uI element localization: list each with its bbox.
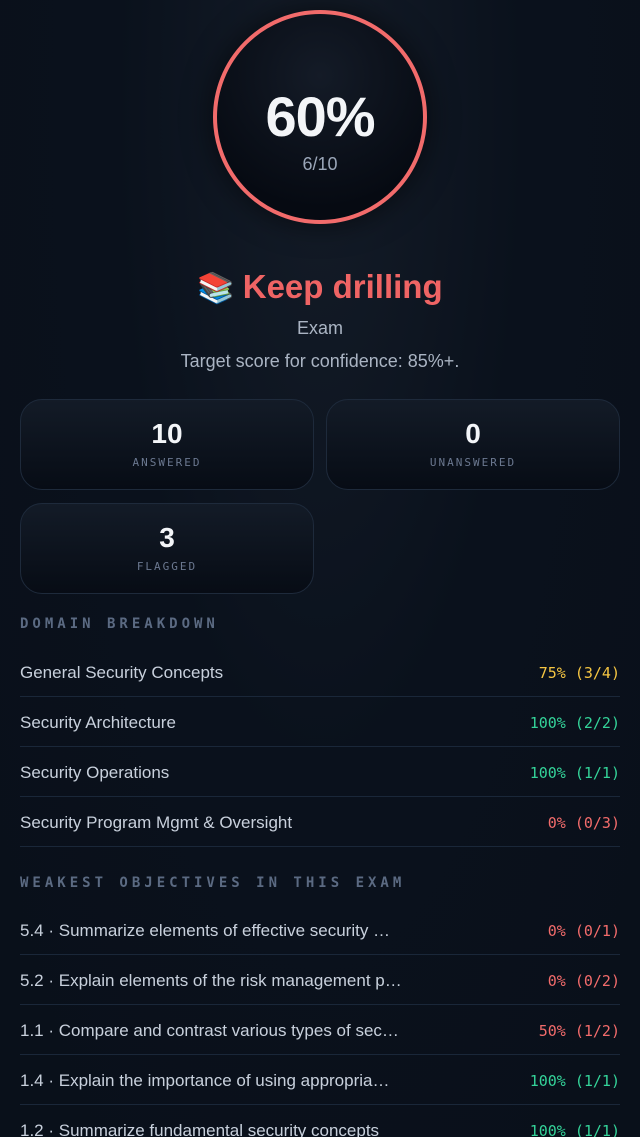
domain-row: Security Architecture 100% (2/2) [20, 697, 620, 747]
weakest-list: 5.4 · Summarize elements of effective se… [20, 905, 620, 1137]
objective-row: 1.2 · Summarize fundamental security con… [20, 1105, 620, 1137]
stat-label: FLAGGED [136, 560, 198, 573]
row-value: 0% (0/1) [547, 921, 620, 940]
row-value: 100% (1/1) [529, 763, 620, 782]
mode-label: Exam [296, 318, 343, 338]
stat-label: UNANSWERED [429, 456, 517, 469]
row-value: 100% (2/2) [529, 713, 620, 732]
score-ring: 60% 6/10 [213, 10, 427, 224]
domain-breakdown-title: DOMAIN BREAKDOWN [20, 616, 219, 632]
row-name: 1.4 · Explain the importance of using ap… [20, 1070, 390, 1090]
stat-unanswered: 0 UNANSWERED [326, 399, 620, 490]
stat-value: 3 [159, 522, 175, 553]
row-value: 50% (1/2) [538, 1021, 620, 1040]
row-name: Security Operations [20, 762, 170, 782]
books-icon: 📚 [197, 272, 235, 305]
stat-value: 10 [151, 418, 183, 449]
objective-row: 5.2 · Explain elements of the risk manag… [20, 955, 620, 1005]
domain-row: General Security Concepts 75% (3/4) [20, 647, 620, 697]
row-value: 0% (0/3) [547, 813, 620, 832]
domain-list: General Security Concepts 75% (3/4) Secur… [20, 647, 620, 847]
stat-value: 0 [465, 418, 481, 449]
row-value: 100% (1/1) [529, 1071, 620, 1090]
row-value: 0% (0/2) [547, 971, 620, 990]
score-percent: 60% [265, 85, 375, 148]
target-text: Target score for confidence: 85%+. [180, 351, 460, 371]
objective-row: 1.4 · Explain the importance of using ap… [20, 1055, 620, 1105]
row-value: 75% (3/4) [538, 663, 620, 682]
row-name: Security Architecture [20, 712, 176, 732]
verdict-heading: 📚 Keep drilling [0, 268, 640, 306]
stat-answered: 10 ANSWERED [20, 399, 314, 490]
stat-flagged[interactable]: 3 FLAGGED [20, 503, 314, 594]
row-name: 1.2 · Summarize fundamental security con… [20, 1120, 380, 1137]
stat-label: ANSWERED [132, 456, 202, 469]
score-fraction: 6/10 [302, 154, 338, 174]
objective-row: 5.4 · Summarize elements of effective se… [20, 905, 620, 955]
weakest-objectives-title: WEAKEST OBJECTIVES IN THIS EXAM [20, 875, 406, 891]
row-name: General Security Concepts [20, 662, 224, 682]
domain-row: Security Operations 100% (1/1) [20, 747, 620, 797]
row-name: 1.1 · Compare and contrast various types… [20, 1020, 399, 1040]
row-name: 5.2 · Explain elements of the risk manag… [20, 970, 402, 990]
objective-row: 1.1 · Compare and contrast various types… [20, 1005, 620, 1055]
row-name: 5.4 · Summarize elements of effective se… [20, 920, 391, 940]
domain-row: Security Program Mgmt & Oversight 0% (0/3… [20, 797, 620, 847]
row-name: Security Program Mgmt & Oversight [20, 812, 293, 832]
verdict-text: Keep drilling [242, 268, 443, 305]
row-value: 100% (1/1) [529, 1121, 620, 1137]
